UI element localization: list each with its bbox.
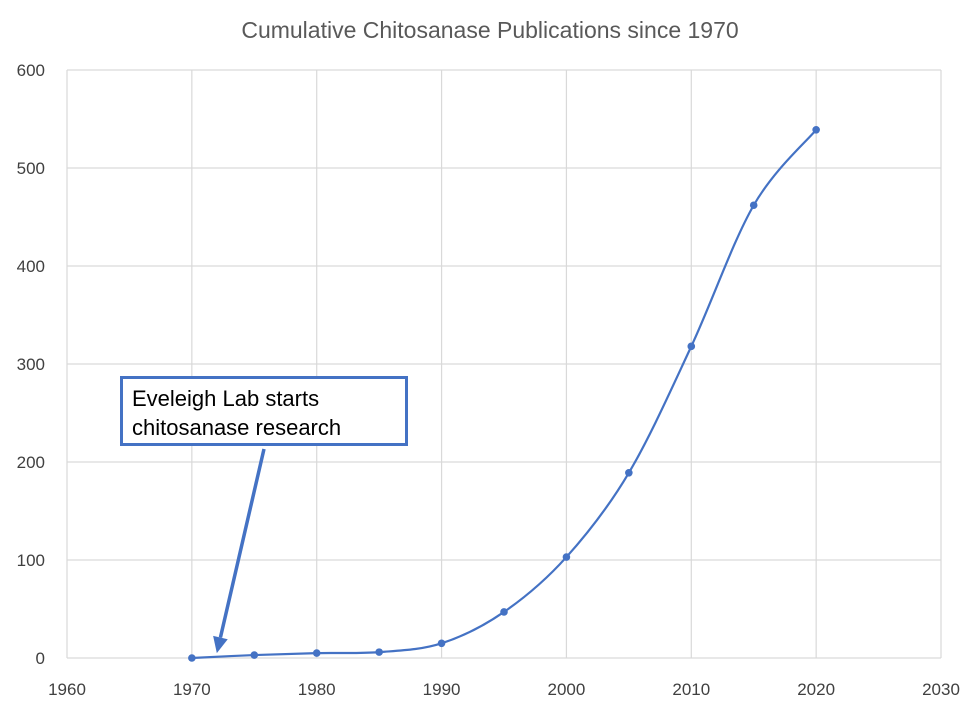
y-tick-label: 200	[17, 453, 45, 472]
grid	[66, 69, 942, 659]
data-point	[375, 648, 383, 656]
data-point	[749, 201, 758, 210]
annotation-box: Eveleigh Lab starts chitosanase research	[120, 376, 408, 446]
data-point	[687, 342, 696, 351]
y-tick-label: 600	[17, 61, 45, 80]
x-tick-label: 2010	[672, 680, 710, 699]
x-tick-label: 2000	[548, 680, 586, 699]
annotation-line-2: chitosanase research	[132, 415, 342, 440]
y-tick-label: 100	[17, 551, 45, 570]
x-tick-label: 1970	[173, 680, 211, 699]
data-point	[812, 125, 820, 134]
y-tick-label: 500	[17, 159, 45, 178]
x-axis: 1960 1970 1980 1990 2000 2010 2020 2030	[48, 680, 960, 699]
y-tick-label: 0	[36, 649, 45, 668]
annotation-arrow	[213, 448, 266, 654]
annotation-arrow-shaft	[218, 448, 266, 638]
x-tick-label: 2020	[797, 680, 835, 699]
series-group	[188, 125, 820, 662]
chart-title: Cumulative Chitosanase Publications sinc…	[241, 17, 738, 43]
data-point	[250, 651, 259, 659]
annotation-line-1: Eveleigh Lab starts	[132, 386, 320, 411]
y-axis: 0 100 200 300 400 500 600	[17, 61, 45, 668]
data-point	[562, 553, 571, 561]
data-point	[312, 649, 321, 657]
data-point	[437, 639, 446, 648]
annotation-arrow-head	[213, 635, 228, 654]
x-tick-label: 1980	[298, 680, 336, 699]
data-point	[625, 468, 633, 477]
data-point	[500, 608, 508, 616]
y-tick-label: 400	[17, 257, 45, 276]
x-tick-label: 1960	[48, 680, 86, 699]
y-tick-label: 300	[17, 355, 45, 374]
x-tick-label: 2030	[922, 680, 960, 699]
data-point	[188, 654, 196, 662]
x-tick-label: 1990	[423, 680, 461, 699]
